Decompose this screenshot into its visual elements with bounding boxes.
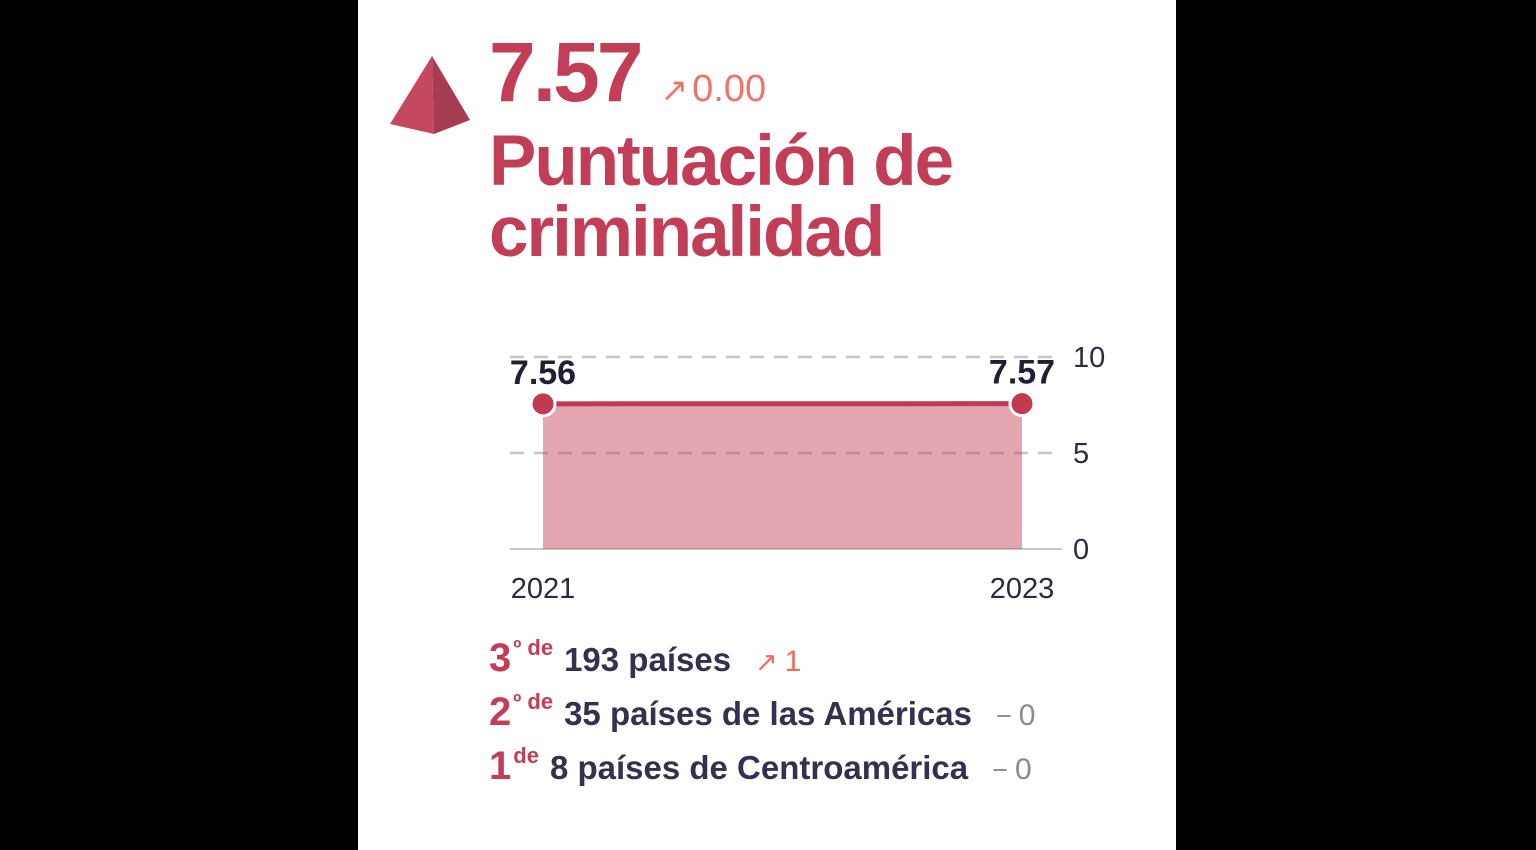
arrow-up-right-icon: ↗: [755, 647, 778, 677]
point-value-label: 7.57: [989, 354, 1055, 392]
minus-icon: −: [992, 755, 1008, 785]
rank-label: 8 países de Centroamérica: [549, 749, 969, 786]
rank-trend-value: 0: [1014, 753, 1032, 786]
page-title: Puntuación de criminalidad: [489, 122, 954, 272]
score-trend: ↗ 0.00: [661, 68, 767, 111]
pyramid-icon: [390, 56, 470, 134]
rank-trend: −0: [992, 753, 1031, 787]
rank-ordinal-suffix: º de: [513, 688, 554, 714]
rank-number: 2: [489, 690, 512, 734]
rank-number: 1: [489, 744, 512, 788]
rank-ordinal: 3º de: [489, 634, 554, 680]
pyramid-left-face: [390, 56, 434, 134]
rank-ordinal-suffix: º de: [513, 634, 554, 660]
rank-ordinal: 2º de: [489, 688, 554, 734]
rank-ordinal-suffix: de: [513, 742, 539, 768]
rank-label: 193 países: [564, 641, 732, 678]
arrow-up-right-icon: ↗: [660, 71, 689, 108]
page-title-line2: criminalidad: [489, 193, 885, 272]
rank-trend: −0: [996, 699, 1035, 733]
y-tick-label: 0: [1073, 534, 1089, 566]
rank-ordinal: 1de: [489, 742, 539, 788]
rank-trend-value: 1: [784, 645, 802, 678]
pyramid-right-face: [432, 56, 470, 134]
y-tick-label: 5: [1073, 438, 1089, 470]
ranking-row-centroamerica: 1de 8 países de Centroamérica −0: [489, 742, 1035, 788]
rank-label: 35 países de las Américas: [564, 695, 972, 732]
rankings-list: 3º de 193 países ↗ 1 2º de 35 países de l…: [489, 634, 1035, 800]
y-tick-label: 10: [1073, 342, 1105, 374]
x-tick-label: 2021: [511, 573, 576, 605]
data-point: [1008, 390, 1036, 418]
ranking-row-americas: 2º de 35 países de las Américas −0: [489, 688, 1035, 734]
page-title-line1: Puntuación de: [489, 122, 954, 201]
minus-icon: −: [995, 701, 1012, 731]
trend-chart: 0 5 10 7.56 2021 7.57 2023: [510, 342, 1105, 605]
score-trend-value: 0.00: [692, 68, 767, 110]
chart-area: [543, 403, 1022, 549]
score-line: 7.57 ↗ 0.00: [489, 30, 766, 114]
rank-trend-value: 0: [1018, 699, 1036, 732]
criminality-score-value: 7.57: [489, 25, 643, 119]
point-value-label: 7.56: [510, 354, 576, 392]
rank-number: 3: [489, 636, 512, 680]
ranking-row-world: 3º de 193 países ↗ 1: [489, 634, 1035, 680]
rank-trend: ↗ 1: [755, 645, 801, 679]
data-point: [529, 390, 557, 418]
x-tick-label: 2023: [990, 573, 1055, 605]
